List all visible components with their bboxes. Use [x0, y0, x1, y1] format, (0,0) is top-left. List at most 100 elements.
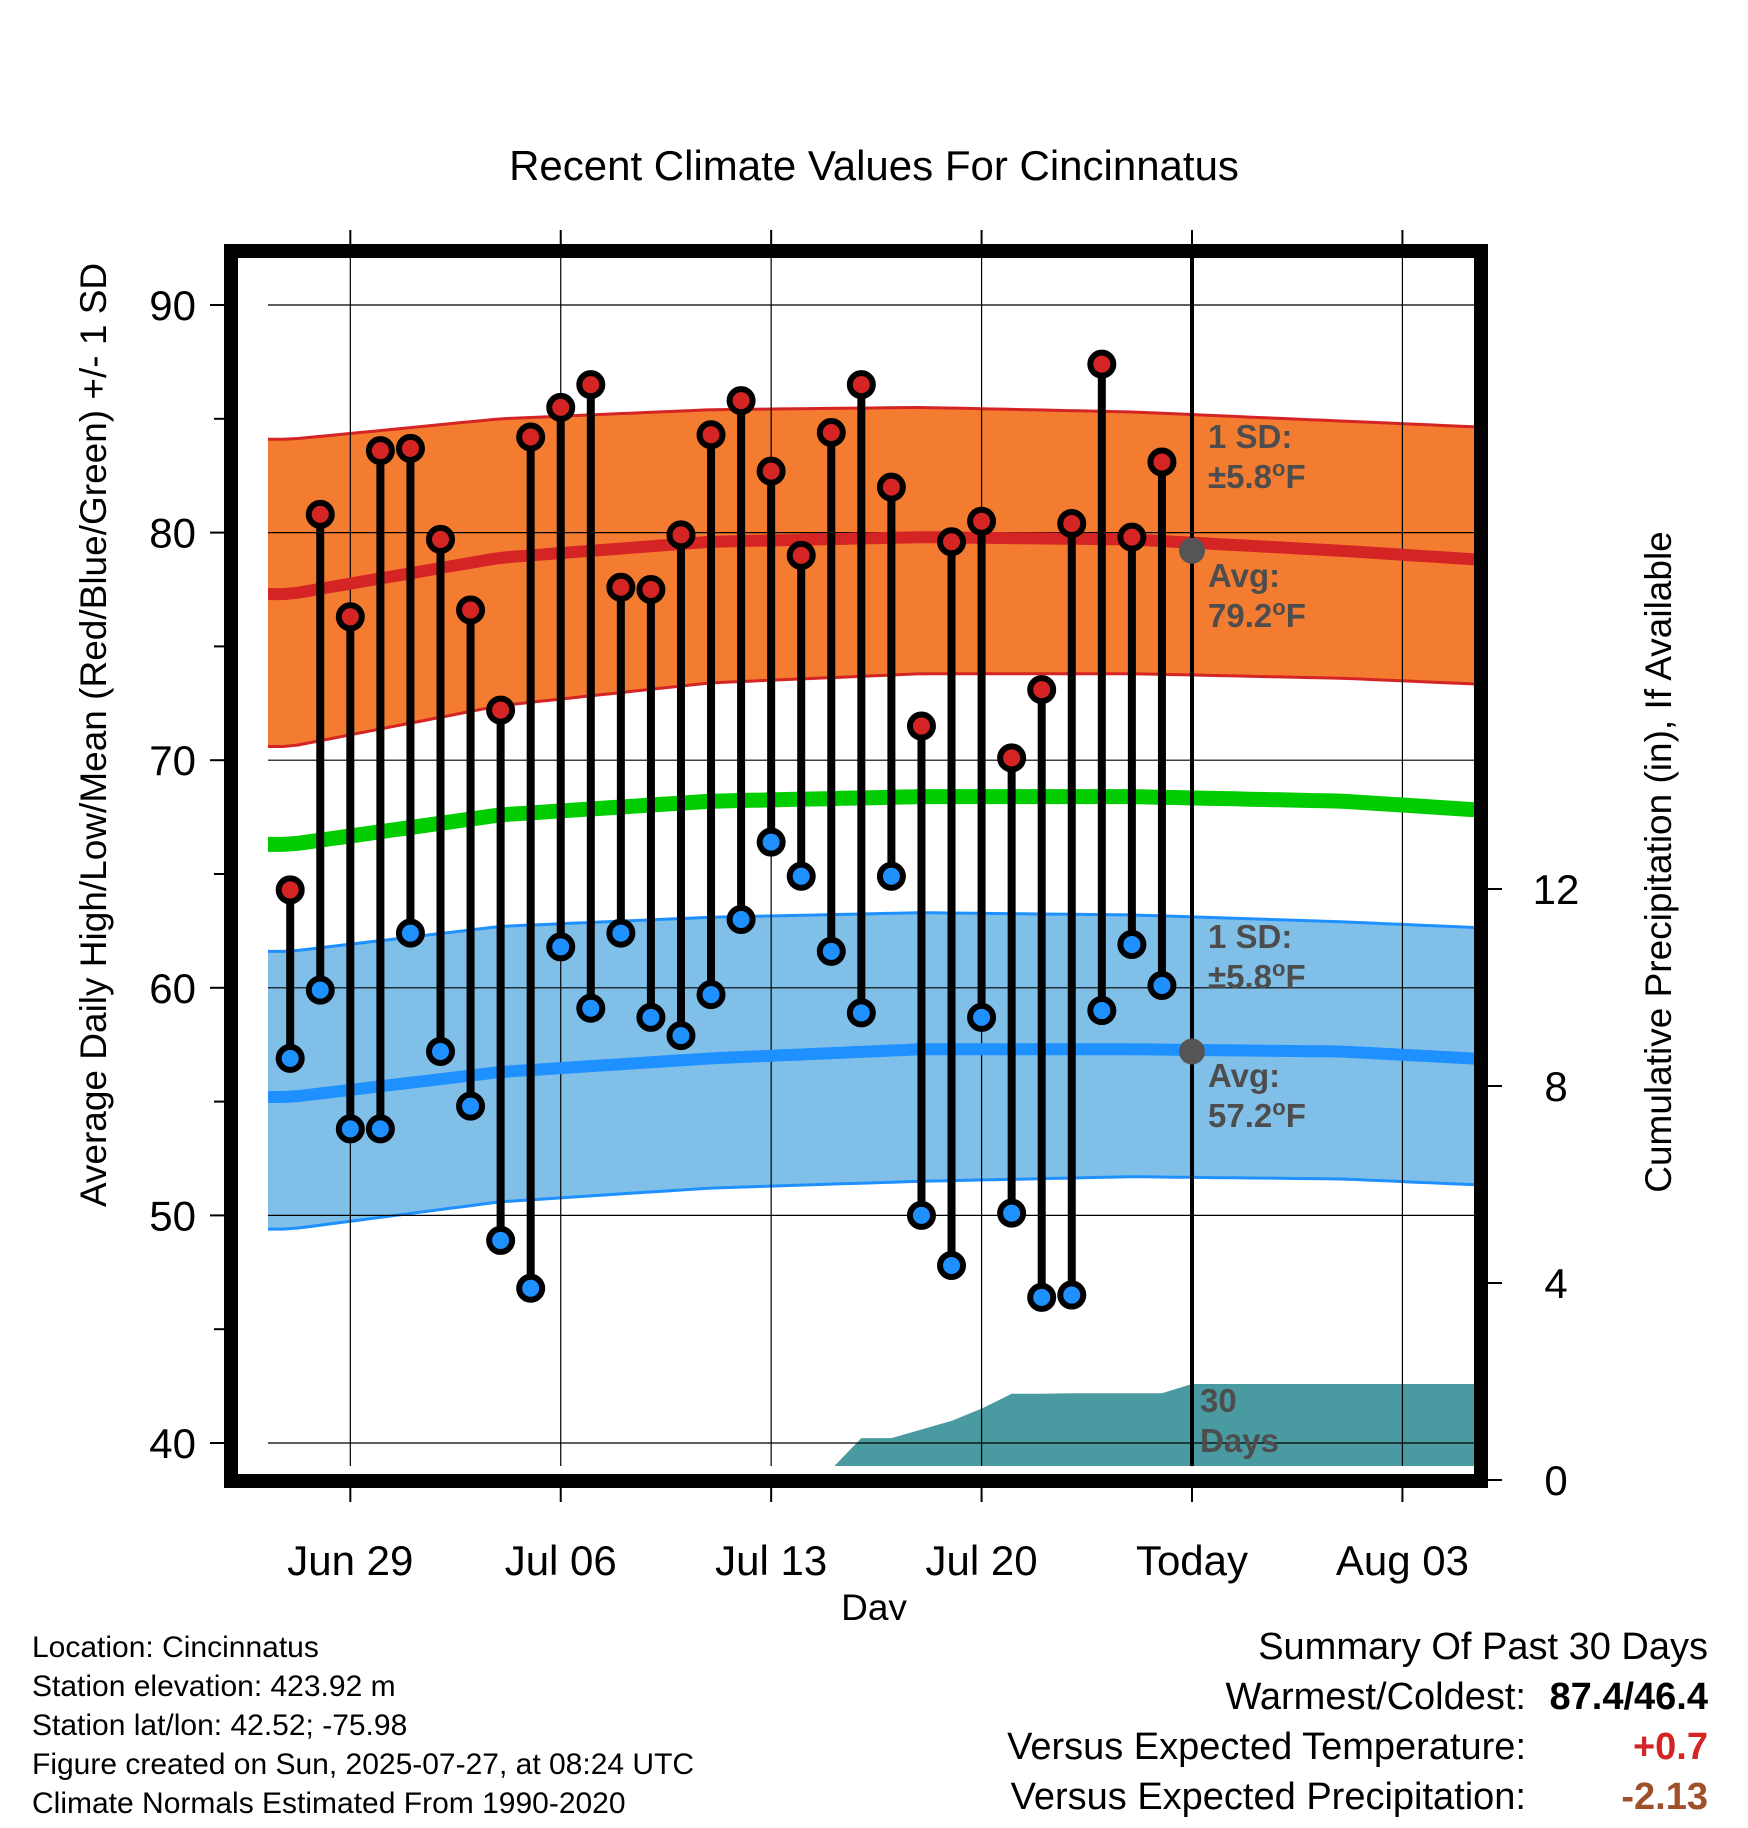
daily-low-point — [456, 1091, 486, 1121]
daily-high-point — [1147, 447, 1177, 477]
daily-low-point — [756, 827, 786, 857]
daily-low-point — [786, 861, 816, 891]
daily-low-point — [666, 1021, 696, 1051]
y2-tick-label: 8 — [1544, 1063, 1567, 1110]
climate-chart: Recent Climate Values For Cincinnatus 1 … — [73, 142, 1679, 1620]
x-tick-label: Jul 13 — [715, 1537, 827, 1584]
high-avg-label: Avg: 79.2oF — [1208, 557, 1306, 634]
y2-tick-label: 4 — [1544, 1260, 1567, 1307]
latlon-text: Station lat/lon: 42.52; -75.98 — [32, 1709, 408, 1742]
daily-low-point — [606, 918, 636, 948]
daily-low-point — [696, 980, 726, 1010]
summary-heading: Summary Of Past 30 Days — [1258, 1626, 1708, 1668]
daily-high-point — [786, 540, 816, 570]
precip-area — [268, 1384, 1476, 1466]
daily-low-point — [1087, 996, 1117, 1026]
daily-low-point — [546, 932, 576, 962]
daily-high-point — [756, 456, 786, 486]
warm-cold-value: 87.4/46.4 — [1549, 1676, 1708, 1718]
daily-high-point — [365, 436, 395, 466]
today-low-avg-marker — [1179, 1038, 1205, 1065]
daily-high-point — [486, 695, 516, 725]
daily-high-point — [1117, 522, 1147, 552]
daily-high-point — [456, 595, 486, 625]
daily-high-point — [546, 392, 576, 422]
high-upper-edge — [268, 405, 1477, 441]
x-tick-label: Today — [1136, 1537, 1248, 1584]
temp-row: Versus Expected Temperature: +0.7 — [1007, 1722, 1708, 1772]
daily-low-point — [1057, 1280, 1087, 1310]
daily-low-point — [516, 1273, 546, 1303]
daily-low-point — [1117, 930, 1147, 960]
daily-high-point — [937, 527, 967, 557]
warm-cold-label: Warmest/Coldest: — [1225, 1676, 1526, 1718]
created-text: Figure created on Sun, 2025-07-27, at 08… — [32, 1748, 695, 1781]
daily-high-point — [1027, 675, 1057, 705]
y-tick-label: 80 — [149, 510, 196, 557]
daily-high-point — [726, 386, 756, 416]
daily-low-point — [305, 975, 335, 1005]
y-tick-label: 90 — [149, 282, 196, 329]
daily-low-point — [1147, 971, 1177, 1001]
mean-avg-line — [268, 789, 1477, 852]
daily-low-point — [335, 1114, 365, 1144]
daily-low-point — [486, 1225, 516, 1255]
precip-days-label: 30 Days — [1200, 1382, 1279, 1459]
daily-high-point — [335, 602, 365, 632]
plot-frame-right — [1476, 244, 1488, 1488]
location-text: Location: Cincinnatus — [32, 1631, 319, 1664]
x-tick-label: Jul 06 — [505, 1537, 617, 1584]
daily-high-point — [666, 520, 696, 550]
daily-high-point — [426, 524, 455, 554]
y-tick-label: 40 — [149, 1420, 196, 1467]
daily-high-point — [846, 370, 876, 400]
low-sd-label: 1 SD: ±5.8oF — [1208, 918, 1306, 995]
summary-panel: Summary Of Past 30 Days Warmest/Coldest:… — [1007, 1622, 1708, 1822]
daily-low-point — [395, 918, 425, 948]
today-high-avg-marker — [1179, 537, 1205, 564]
plot-area: 1 SD: ±5.8oF Avg: 79.2oF 1 SD: ±5.8oF Avg: 57.2… — [149, 230, 1579, 1584]
daily-high-point — [576, 370, 606, 400]
daily-low-point — [1027, 1282, 1057, 1312]
temp-value: +0.7 — [1632, 1726, 1708, 1768]
precip-row: Versus Expected Precipitation: -2.13 — [1007, 1772, 1708, 1822]
daily-low-point — [365, 1114, 395, 1144]
daily-high-point — [876, 472, 906, 502]
daily-high-point — [906, 711, 936, 741]
daily-low-point — [997, 1198, 1027, 1228]
high-sd-band — [268, 407, 1476, 747]
elevation-text: Station elevation: 423.92 m — [32, 1670, 396, 1703]
y-axis-label: Average Daily High/Low/Mean (Red/Blue/Gr… — [73, 263, 114, 1207]
daily-low-point — [967, 1002, 997, 1032]
daily-high-point — [997, 743, 1027, 773]
chart-title: Recent Climate Values For Cincinnatus — [509, 142, 1239, 189]
y-tick-label: 70 — [149, 737, 196, 784]
low-lower-edge — [268, 1175, 1477, 1231]
precip-value: -2.13 — [1621, 1776, 1708, 1818]
x-axis-label: Day — [841, 1587, 907, 1620]
daily-high-point — [1057, 508, 1087, 538]
y-tick-label: 50 — [149, 1192, 196, 1239]
y2-tick-label: 0 — [1544, 1457, 1567, 1504]
daily-high-point — [275, 875, 305, 905]
daily-low-point — [426, 1037, 455, 1067]
daily-low-point — [576, 993, 606, 1023]
low-avg-label: Avg: 57.2oF — [1208, 1057, 1306, 1134]
daily-low-point — [816, 936, 846, 966]
daily-high-point — [636, 575, 666, 604]
x-tick-label: Jul 20 — [926, 1537, 1038, 1584]
high-avg-line — [268, 531, 1477, 601]
station-info: Location: Cincinnatus Station elevation:… — [32, 1628, 694, 1823]
daily-low-point — [846, 998, 876, 1028]
daily-high-point — [967, 506, 997, 536]
daily-high-point — [606, 572, 636, 602]
precip-label: Versus Expected Precipitation: — [1010, 1776, 1526, 1818]
daily-low-point — [906, 1200, 936, 1230]
warm-cold-row: Warmest/Coldest: 87.4/46.4 — [1007, 1672, 1708, 1722]
daily-high-point — [395, 433, 425, 463]
y-tick-label: 60 — [149, 965, 196, 1012]
temp-label: Versus Expected Temperature: — [1007, 1726, 1526, 1768]
x-tick-label: Jun 29 — [287, 1537, 413, 1584]
daily-high-point — [696, 420, 726, 450]
high-sd-label: 1 SD: ±5.8oF — [1208, 418, 1306, 495]
